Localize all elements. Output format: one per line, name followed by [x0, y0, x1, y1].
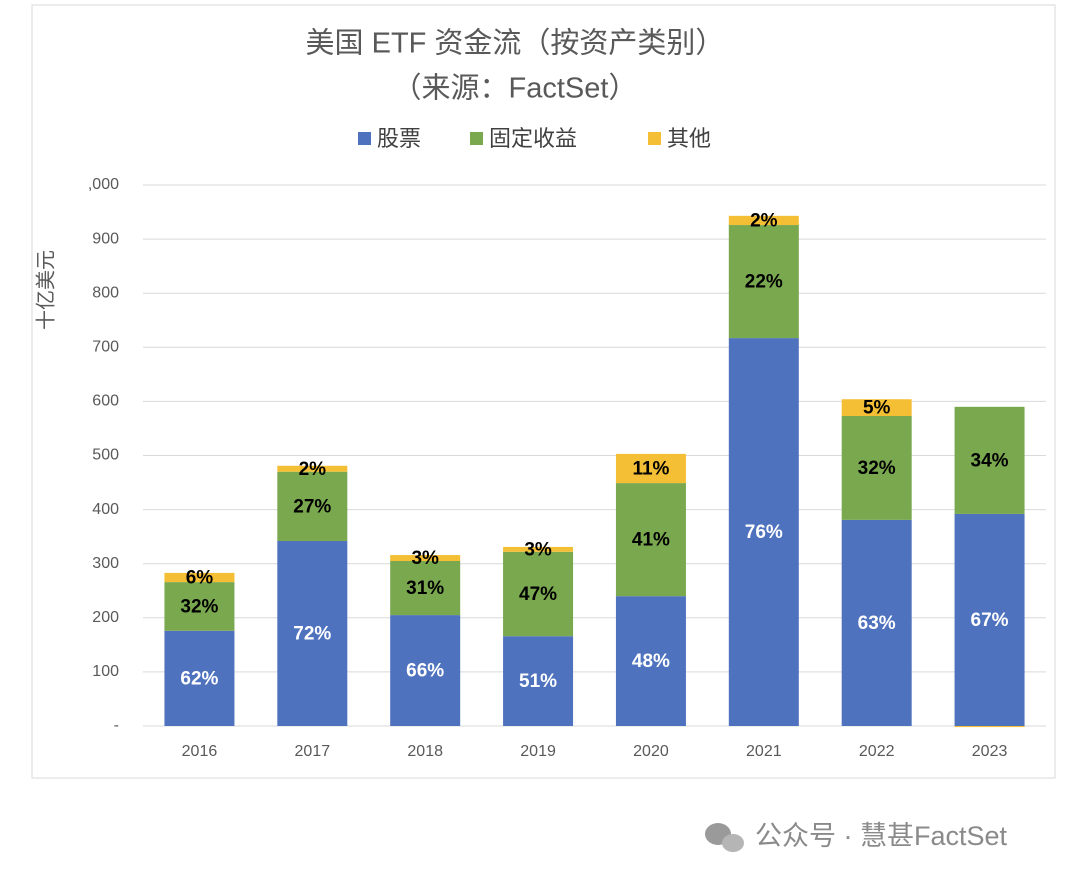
y-tick-label: 900	[92, 230, 119, 247]
bar-segment	[954, 726, 1025, 728]
bar-segment	[390, 615, 461, 726]
bar-segment	[841, 399, 912, 417]
x-tick-label: 2021	[746, 743, 782, 760]
bar-segment	[503, 636, 574, 726]
data-label: 72%	[293, 624, 331, 645]
data-label: 47%	[519, 584, 557, 605]
legend-swatch	[470, 132, 483, 145]
bar-segment	[164, 630, 235, 726]
bar-segment	[728, 225, 799, 339]
y-axis-label: 十亿美元	[34, 250, 57, 330]
data-label: 67%	[971, 610, 1009, 631]
data-label: 27%	[293, 496, 331, 517]
bar-segment	[503, 546, 574, 552]
legend-swatch	[358, 132, 371, 145]
y-tick-label: 200	[92, 609, 119, 626]
y-tick-label: ,000	[88, 176, 119, 193]
watermark: 公众号 · 慧甚FactSet	[755, 821, 1008, 851]
legend-label: 固定收益	[489, 126, 577, 151]
bar-segment	[615, 483, 686, 597]
y-tick-label: 300	[92, 555, 119, 572]
bar-segment	[954, 406, 1025, 514]
bar-segment	[164, 572, 235, 583]
y-tick-label: 100	[92, 663, 119, 680]
y-tick-label: 600	[92, 393, 119, 410]
bar-segment	[615, 596, 686, 726]
data-label: 32%	[180, 596, 218, 617]
data-label: 22%	[745, 272, 783, 293]
data-label: 2%	[750, 210, 778, 231]
bar-segment	[954, 513, 1025, 726]
chart-subtitle: （来源：FactSet）	[393, 72, 638, 105]
data-label: 6%	[186, 568, 214, 589]
bar-segment	[390, 560, 461, 616]
data-label: 63%	[858, 613, 896, 634]
x-tick-label: 2019	[520, 743, 556, 760]
legend-label: 股票	[377, 126, 421, 151]
bar-segment	[277, 465, 348, 472]
watermark-icon	[705, 823, 744, 852]
data-label: 2%	[299, 459, 327, 480]
bar-segment	[841, 416, 912, 520]
y-tick-label: 400	[92, 501, 119, 518]
bar-segment	[728, 338, 799, 726]
bar-segment	[728, 215, 799, 226]
bar-segment	[277, 540, 348, 726]
chart-title: 美国 ETF 资金流（按资产类别）	[306, 27, 725, 60]
x-tick-label: 2017	[295, 743, 331, 760]
bar-segment	[390, 555, 461, 561]
y-tick-label: 500	[92, 447, 119, 464]
legend-swatch	[648, 132, 661, 145]
y-tick-label: 700	[92, 339, 119, 356]
data-label: 51%	[519, 671, 557, 692]
data-label: 11%	[632, 458, 669, 479]
x-tick-label: 2016	[182, 743, 218, 760]
x-tick-label: 2020	[633, 743, 669, 760]
bar-segment	[503, 551, 574, 637]
data-label: 3%	[524, 539, 552, 560]
data-label: 48%	[632, 651, 670, 672]
data-label: 5%	[863, 398, 891, 419]
x-tick-label: 2018	[407, 743, 443, 760]
legend-label: 其他	[667, 126, 711, 151]
bar-segment	[841, 519, 912, 726]
data-label: 34%	[971, 450, 1009, 471]
bar-segment	[615, 453, 686, 484]
x-tick-label: 2022	[859, 743, 895, 760]
bar-segment	[277, 471, 348, 541]
y-tick-label: -	[114, 717, 119, 734]
data-label: 3%	[411, 548, 439, 569]
y-tick-label: 800	[92, 284, 119, 301]
data-label: 32%	[858, 458, 896, 479]
data-label: 62%	[180, 668, 218, 689]
data-label: 76%	[745, 522, 783, 543]
data-label: 31%	[406, 578, 444, 599]
bar-segment	[164, 582, 235, 631]
data-label: 41%	[632, 530, 670, 551]
data-label: 66%	[406, 661, 444, 682]
x-tick-label: 2023	[972, 743, 1008, 760]
